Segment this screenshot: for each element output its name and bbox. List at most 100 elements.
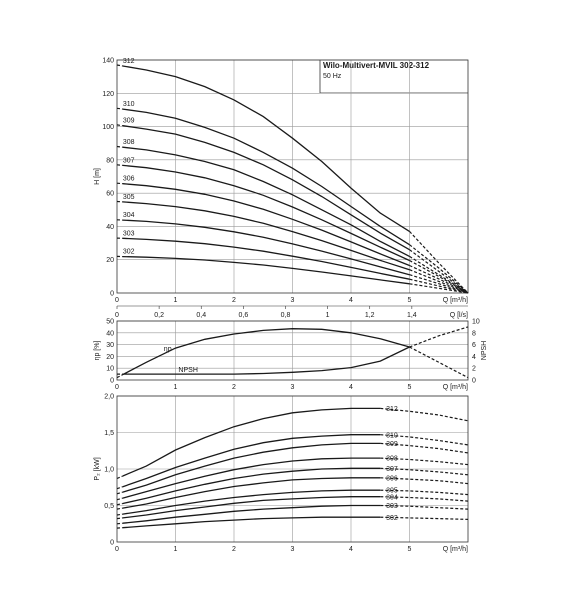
power-series-309-dashed-start — [116, 491, 123, 495]
head-x2-tick-label: 1 — [326, 312, 330, 319]
head-series-label: 307 — [123, 157, 135, 164]
efficiency-x-tick-label: 1 — [174, 384, 178, 391]
head-x-axis-label: Q [m³/h] — [443, 297, 468, 304]
head-series-307-line — [122, 164, 410, 262]
power-series-312-line — [122, 407, 381, 477]
power-series-305-line — [122, 489, 381, 515]
head-series-307-dashed-start — [116, 164, 123, 166]
head-series-306-dashed-start — [116, 182, 123, 185]
head-series-label: 302 — [123, 249, 135, 256]
power-series-304-line — [122, 496, 381, 519]
head-series-310-line — [122, 108, 410, 246]
efficiency-y2-tick-label: 10 — [472, 319, 480, 326]
efficiency-x-tick-label: 0 — [115, 384, 119, 391]
head-series-312-dashed-start — [116, 64, 123, 67]
power-series-label: 303 — [386, 503, 398, 510]
head-y-tick-label: 20 — [106, 257, 114, 264]
head-series-312-dashed-end — [409, 230, 469, 294]
power-series-308-dashed-start — [116, 497, 123, 501]
head-series-label: 303 — [123, 230, 135, 237]
head-series-305-line — [122, 201, 410, 271]
head-series-310-dashed-start — [116, 107, 123, 110]
efficiency-y2-axis-label: NPSH — [481, 341, 488, 360]
power-series-305-dashed-start — [116, 513, 123, 516]
power-series-label: 312 — [386, 406, 398, 413]
efficiency-y-tick-label: 40 — [106, 330, 114, 337]
chart-subtitle: 50 Hz — [323, 73, 342, 80]
head-series-309-line — [122, 125, 410, 251]
efficiency-y2-tick-label: 8 — [472, 330, 476, 337]
head-x2-tick-label: 0,8 — [281, 312, 291, 319]
power-series-310-dashed-start — [116, 486, 123, 490]
efficiency-y2-tick-label: 4 — [472, 354, 476, 361]
head-y-tick-label: 80 — [106, 157, 114, 164]
efficiency-y-axis-label: ηp [%] — [94, 341, 101, 361]
head-x2-tick-label: 1,4 — [407, 312, 417, 319]
head-series-306-line — [122, 183, 410, 267]
power-series-310-line — [122, 434, 381, 488]
power-series-307-dashed-start — [116, 502, 123, 506]
efficiency-series-NPSH-dashed-end — [409, 326, 469, 348]
head-y-tick-label: 140 — [102, 58, 114, 65]
head-series-label: 312 — [123, 58, 135, 65]
power-y-tick-label: 0 — [110, 540, 114, 547]
efficiency-x-tick-label: 3 — [291, 384, 295, 391]
head-series-303-line — [122, 237, 410, 280]
head-y-tick-label: 120 — [102, 91, 114, 98]
head-series-306-dashed-end — [409, 264, 469, 294]
head-y-tick-label: 100 — [102, 124, 114, 131]
head-series-305-dashed-end — [409, 269, 469, 294]
power-series-label: 305 — [386, 488, 398, 495]
efficiency-y-tick-label: 0 — [110, 378, 114, 385]
efficiency-series-NPSH-line — [122, 346, 410, 375]
power-series-309-line — [122, 442, 381, 493]
efficiency-x-tick-label: 5 — [408, 384, 412, 391]
head-x-tick-label: 1 — [174, 297, 178, 304]
power-y-tick-label: 1,0 — [104, 467, 114, 474]
efficiency-y-tick-label: 50 — [106, 319, 114, 326]
power-series-303-line — [122, 504, 381, 524]
efficiency-series-ηp-dashed-start — [116, 374, 124, 379]
efficiency-x-axis-label: Q [m³/h] — [443, 384, 468, 391]
power-x-tick-label: 3 — [291, 546, 295, 553]
head-series-308-line — [122, 146, 410, 257]
head-series-label: 309 — [123, 118, 135, 125]
head-series-label: 306 — [123, 176, 135, 183]
head-frame — [116, 59, 469, 294]
power-x-tick-label: 4 — [349, 546, 353, 553]
power-x-tick-label: 0 — [115, 546, 119, 553]
title-box: Wilo-Multivert-MVIL 302-312 50 Hz — [319, 60, 468, 94]
power-series-label: 304 — [386, 494, 398, 501]
power-series-label: 309 — [386, 441, 398, 448]
head-series-label: 305 — [123, 194, 135, 201]
head-series-label: 310 — [123, 101, 135, 108]
efficiency-y2-tick-label: 2 — [472, 366, 476, 373]
head-series-label: 304 — [123, 212, 135, 219]
efficiency-x-tick-label: 2 — [232, 384, 236, 391]
power-frame — [116, 395, 469, 543]
efficiency-x-tick-label: 4 — [349, 384, 353, 391]
head-x2-axis-label: Q [l/s] — [450, 312, 468, 319]
head-x2-tick-label: 1,2 — [365, 312, 375, 319]
head-series-310-dashed-end — [409, 244, 469, 294]
head-y-tick-label: 60 — [106, 191, 114, 198]
head-series-303-dashed-end — [409, 278, 469, 294]
power-series-label: 307 — [386, 466, 398, 473]
power-series-312-dashed-start — [116, 475, 124, 480]
efficiency-series-label: ηp — [164, 346, 172, 353]
head-y-tick-label: 40 — [106, 224, 114, 231]
head-x-tick-label: 4 — [349, 297, 353, 304]
efficiency-series-ηp-line — [122, 328, 410, 376]
power-x-axis-label: Q [m³/h] — [443, 546, 468, 553]
power-series-306-dashed-start — [116, 507, 123, 510]
power-series-308-line — [122, 457, 381, 499]
efficiency-y2-tick-label: 6 — [472, 342, 476, 349]
head-series-309-dashed-end — [409, 249, 469, 294]
power-series-307-line — [122, 467, 381, 505]
power-y-tick-label: 0,5 — [104, 503, 114, 510]
power-series-306-line — [122, 477, 381, 509]
efficiency-y-tick-label: 10 — [106, 366, 114, 373]
efficiency-frame — [116, 320, 469, 381]
